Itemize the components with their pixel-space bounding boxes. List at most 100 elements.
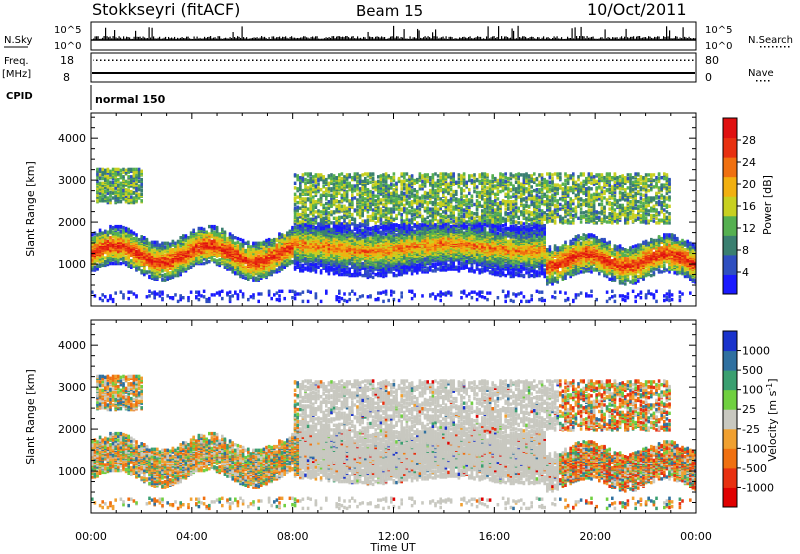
power-cell — [312, 189, 315, 194]
power-cell — [252, 260, 255, 265]
power-cell — [132, 176, 136, 180]
power-cell — [353, 208, 357, 212]
power-cell — [364, 233, 367, 237]
power-cell — [218, 240, 221, 244]
power-cell — [379, 186, 383, 190]
nsky-bar — [540, 38, 542, 40]
power-cell — [366, 228, 370, 232]
power-cell — [366, 236, 370, 241]
power-cell — [364, 227, 367, 232]
power-cell — [330, 198, 333, 202]
power-cell — [197, 248, 201, 253]
power-cell — [299, 245, 302, 249]
power-cell — [338, 203, 341, 208]
power-cell — [332, 250, 336, 255]
power-cell — [257, 263, 260, 268]
power-cell — [330, 212, 333, 217]
power-cell — [327, 237, 331, 242]
power-cell — [296, 250, 299, 255]
power-cell — [189, 265, 193, 269]
power-cell — [101, 293, 104, 297]
nsky-bar — [493, 36, 495, 40]
power-cell — [345, 181, 349, 185]
power-cell — [163, 262, 167, 267]
power-cell — [343, 250, 346, 255]
nsky-bar — [211, 38, 213, 40]
nsky-bar — [613, 37, 615, 40]
power-cell — [358, 176, 362, 181]
power-cell — [343, 207, 346, 211]
power-cell — [130, 189, 133, 194]
power-cell — [301, 214, 305, 219]
power-cell — [317, 241, 320, 245]
power-cell — [348, 258, 351, 262]
nsky-bar — [292, 37, 294, 40]
nsky-bar — [360, 37, 362, 40]
power-cell — [371, 202, 375, 207]
power-cell — [379, 230, 383, 234]
nsky-bar — [157, 37, 159, 40]
power-cell — [231, 238, 234, 243]
power-cell — [91, 242, 94, 246]
power-cell — [309, 202, 312, 207]
power-cell — [273, 246, 276, 250]
power-cell — [257, 246, 260, 250]
power-cell — [369, 172, 372, 176]
nsky-bars — [91, 25, 696, 41]
power-cell — [195, 247, 198, 251]
nsky-bar — [168, 36, 170, 40]
power-cell — [135, 236, 138, 240]
power-cell — [187, 256, 190, 260]
power-cell — [104, 234, 107, 238]
nsky-bar — [622, 38, 624, 40]
nsky-bar — [258, 38, 260, 40]
cpid-strip: CPID normal 150 — [6, 85, 166, 110]
nsky-bar — [217, 36, 219, 40]
nsky-bar — [126, 36, 128, 40]
power-cell — [356, 232, 359, 236]
power-cell — [319, 202, 323, 207]
power-cell — [189, 236, 193, 241]
power-cell — [325, 244, 328, 248]
power-cell — [187, 265, 190, 269]
power-cell — [161, 263, 164, 268]
power-cell — [236, 264, 240, 268]
power-cell — [322, 180, 325, 184]
nsky-bar — [118, 36, 120, 40]
power-cell — [364, 273, 367, 278]
power-cell — [114, 261, 117, 266]
power-cell — [122, 167, 125, 172]
power-cell — [309, 226, 312, 231]
nsky-bar — [511, 28, 513, 40]
power-cell — [130, 184, 133, 188]
nsky-bar — [384, 36, 386, 40]
power-cell — [91, 258, 94, 262]
power-cell — [317, 173, 320, 177]
power-cell — [114, 183, 117, 187]
power-cell — [166, 256, 169, 260]
power-cell — [299, 185, 302, 189]
nsky-bar — [256, 37, 258, 40]
power-cell — [348, 227, 351, 232]
power-cell — [338, 260, 341, 264]
power-cell — [299, 192, 302, 196]
power-cell — [358, 181, 362, 185]
power-cell — [166, 294, 169, 298]
power-cell — [319, 213, 323, 218]
power-cell — [371, 235, 375, 239]
power-cell — [117, 186, 120, 190]
power-cell — [377, 189, 380, 194]
power-cell — [306, 259, 310, 263]
power-cell — [340, 172, 344, 176]
beam-title: Beam 15 — [356, 2, 423, 20]
power-cell — [330, 237, 333, 242]
nsky-bar — [486, 36, 488, 40]
power-cell — [361, 211, 364, 215]
power-cell — [332, 221, 336, 225]
nsky-bar — [322, 38, 324, 40]
power-cell — [338, 299, 341, 304]
nsky-bar — [169, 38, 171, 40]
power-cell — [356, 174, 359, 178]
nsky-bar — [270, 38, 272, 40]
power-cell — [96, 247, 99, 251]
